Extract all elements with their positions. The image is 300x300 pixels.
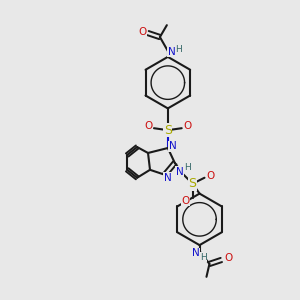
Text: O: O <box>206 171 214 181</box>
Text: N: N <box>192 248 200 258</box>
Text: N: N <box>168 47 176 57</box>
Text: N: N <box>164 173 172 183</box>
Text: S: S <box>189 177 196 190</box>
Text: H: H <box>176 45 182 54</box>
Text: N: N <box>169 141 177 151</box>
Text: S: S <box>164 124 172 137</box>
Text: O: O <box>224 253 232 263</box>
Text: H: H <box>184 163 191 172</box>
Text: O: O <box>182 196 190 206</box>
Text: H: H <box>200 253 207 262</box>
Text: O: O <box>144 121 152 131</box>
Text: N: N <box>176 167 184 177</box>
Text: O: O <box>184 121 192 131</box>
Text: O: O <box>138 27 146 37</box>
